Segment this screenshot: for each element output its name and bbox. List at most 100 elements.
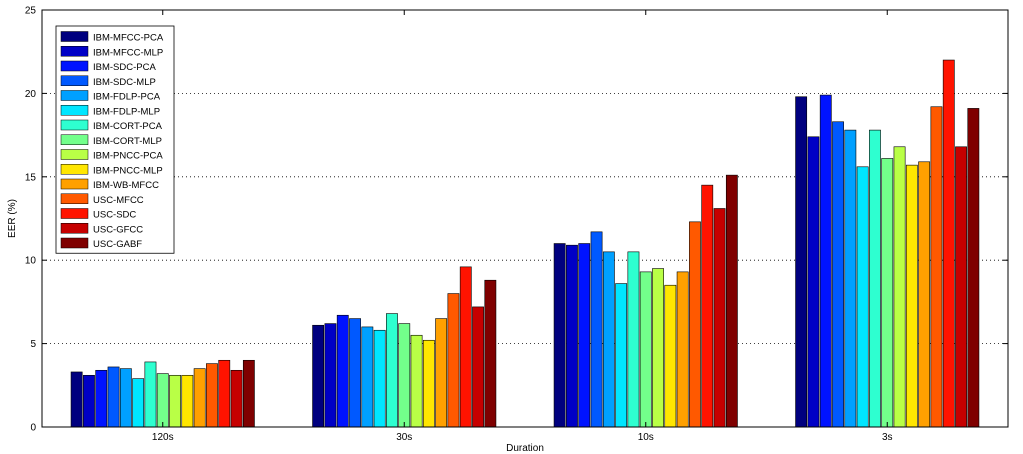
bar-ibm-cort-mlp-30s bbox=[398, 323, 411, 428]
legend-swatch bbox=[60, 223, 89, 234]
bar-usc-sdc-3s bbox=[942, 59, 955, 428]
legend-swatch bbox=[60, 31, 89, 42]
bar-usc-sdc-10s bbox=[701, 184, 714, 428]
y-axis-label: EER (%) bbox=[7, 199, 18, 238]
bar-ibm-mfcc-mlp-10s bbox=[566, 244, 578, 428]
bar-ibm-pncc-mlp-3s bbox=[905, 164, 918, 428]
legend-label: IBM-MFCC-PCA bbox=[93, 33, 164, 44]
legend-label: IBM-FDLP-MLP bbox=[93, 106, 160, 117]
legend-label: USC-SDC bbox=[93, 210, 136, 221]
legend-swatch bbox=[60, 237, 89, 249]
bar-ibm-fdlp-mlp-10s bbox=[615, 283, 628, 428]
bar-ibm-sdc-pca-3s bbox=[819, 94, 832, 428]
x-tick-label: 30s bbox=[396, 432, 412, 443]
bar-ibm-sdc-pca-10s bbox=[578, 243, 591, 428]
bar-usc-mfcc-3s bbox=[930, 106, 943, 428]
y-tick-label: 5 bbox=[30, 339, 36, 350]
bar-usc-sdc-30s bbox=[459, 266, 472, 428]
bar-ibm-mfcc-mlp-3s bbox=[807, 136, 820, 428]
bar-ibm-fdlp-mlp-3s bbox=[856, 166, 869, 428]
bar-ibm-wb-mfcc-3s bbox=[918, 161, 931, 428]
legend-label: IBM-MFCC-MLP bbox=[93, 47, 163, 58]
legend-label: USC-GFCC bbox=[93, 224, 143, 235]
bar-ibm-cort-pca-30s bbox=[386, 313, 398, 428]
legend-label: IBM-PNCC-MLP bbox=[93, 165, 163, 176]
bar-ibm-sdc-pca-30s bbox=[336, 314, 349, 428]
bar-usc-mfcc-120s bbox=[206, 363, 218, 428]
legend: IBM-MFCC-PCA IBM-MFCC-MLP IBM-SDC-PCA IBM-S… bbox=[55, 25, 175, 254]
bar-ibm-sdc-pca-120s bbox=[95, 369, 108, 428]
bar-ibm-mfcc-mlp-120s bbox=[83, 374, 95, 428]
bar-usc-gabf-30s bbox=[484, 279, 497, 428]
y-tick-label: 10 bbox=[25, 256, 37, 267]
y-tick-label: 25 bbox=[25, 6, 37, 17]
legend-swatch bbox=[60, 90, 89, 101]
legend-swatch bbox=[60, 60, 89, 72]
bar-usc-mfcc-10s bbox=[689, 221, 701, 428]
legend-label: IBM-CORT-MLP bbox=[93, 136, 162, 147]
bar-ibm-pncc-pca-120s bbox=[169, 374, 181, 428]
bar-ibm-mfcc-pca-10s bbox=[553, 243, 566, 428]
bar-ibm-pncc-pca-30s bbox=[410, 334, 423, 428]
legend-swatch bbox=[60, 208, 89, 219]
y-tick-label: 20 bbox=[25, 89, 37, 100]
legend-label: USC-MFCC bbox=[93, 195, 144, 206]
bar-ibm-fdlp-pca-10s bbox=[602, 251, 615, 428]
bar-ibm-fdlp-pca-3s bbox=[844, 129, 857, 428]
y-tick-label: 15 bbox=[25, 172, 37, 183]
bar-ibm-fdlp-pca-30s bbox=[361, 326, 374, 428]
bar-ibm-fdlp-mlp-30s bbox=[373, 329, 386, 428]
bar-ibm-pncc-mlp-120s bbox=[181, 374, 194, 428]
plot-frame bbox=[41, 9, 1009, 428]
y-tick-label: 0 bbox=[30, 423, 36, 434]
bars bbox=[70, 59, 980, 428]
x-tick-label: 120s bbox=[152, 432, 174, 443]
bar-usc-gabf-3s bbox=[967, 108, 980, 428]
bar-ibm-mfcc-pca-120s bbox=[70, 371, 83, 428]
bar-ibm-cort-mlp-10s bbox=[639, 271, 652, 428]
bar-ibm-mfcc-mlp-30s bbox=[324, 323, 337, 428]
legend-swatch bbox=[60, 119, 89, 131]
x-tick-label: 3s bbox=[882, 432, 893, 443]
bar-ibm-pncc-mlp-10s bbox=[664, 284, 677, 428]
bar-ibm-wb-mfcc-120s bbox=[193, 368, 206, 428]
bar-ibm-sdc-mlp-3s bbox=[832, 121, 844, 428]
legend-label: USC-GABF bbox=[93, 239, 142, 250]
x-axis-label: Duration bbox=[506, 443, 544, 454]
bar-ibm-fdlp-pca-120s bbox=[119, 368, 132, 428]
bar-usc-gfcc-3s bbox=[955, 146, 967, 428]
x-tick-label: 10s bbox=[638, 432, 654, 443]
bar-ibm-pncc-pca-10s bbox=[652, 268, 664, 428]
bar-usc-mfcc-30s bbox=[447, 293, 460, 428]
legend-swatch bbox=[60, 149, 89, 160]
bar-ibm-mfcc-pca-30s bbox=[312, 324, 325, 428]
bar-usc-gabf-120s bbox=[242, 359, 255, 428]
bar-usc-gfcc-10s bbox=[713, 208, 726, 428]
bar-ibm-pncc-pca-3s bbox=[893, 146, 906, 428]
legend-swatch bbox=[60, 164, 89, 175]
x-axis-ticks: 120s 30s 10s 3s bbox=[152, 10, 893, 443]
legend-label: IBM-SDC-MLP bbox=[93, 77, 156, 88]
bar-ibm-wb-mfcc-30s bbox=[435, 318, 448, 428]
bar-ibm-mfcc-pca-3s bbox=[795, 96, 808, 428]
bar-usc-gabf-10s bbox=[725, 174, 738, 428]
legend-label: IBM-FDLP-PCA bbox=[93, 92, 161, 103]
legend-label: IBM-SDC-PCA bbox=[93, 62, 156, 73]
bar-ibm-cort-pca-10s bbox=[627, 251, 640, 428]
bar-usc-sdc-120s bbox=[218, 359, 231, 428]
bar-ibm-sdc-mlp-10s bbox=[590, 231, 603, 428]
legend-swatch bbox=[60, 193, 89, 204]
bar-usc-gfcc-30s bbox=[472, 306, 484, 428]
legend-label: IBM-WB-MFCC bbox=[93, 180, 159, 191]
bar-ibm-sdc-mlp-120s bbox=[107, 366, 120, 428]
legend-swatch bbox=[60, 178, 89, 190]
bar-ibm-wb-mfcc-10s bbox=[676, 271, 689, 428]
bar-usc-gfcc-120s bbox=[230, 369, 243, 428]
bar-ibm-cort-pca-120s bbox=[144, 361, 157, 428]
legend-swatch bbox=[60, 46, 89, 57]
legend-swatch bbox=[60, 134, 89, 145]
bar-ibm-cort-pca-3s bbox=[869, 129, 881, 428]
bar-ibm-fdlp-mlp-120s bbox=[132, 378, 145, 428]
legend-label: IBM-PNCC-PCA bbox=[93, 151, 163, 162]
